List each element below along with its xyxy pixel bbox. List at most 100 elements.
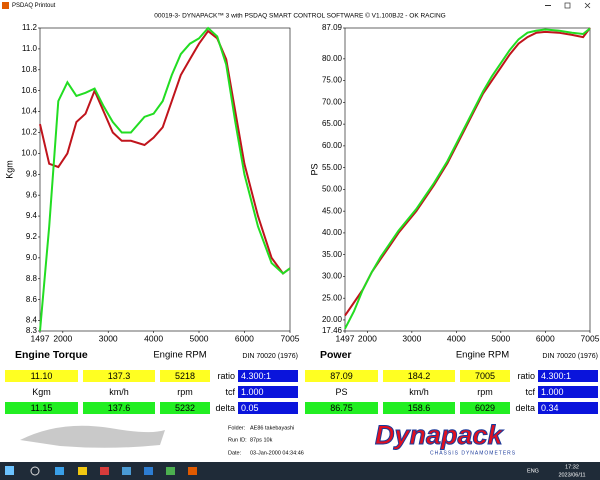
readout-peak: 184.2 — [408, 371, 431, 381]
chart-title: Engine Torque — [15, 349, 88, 361]
y-tick-label: 65.00 — [322, 119, 343, 128]
param-value: 0.05 — [241, 403, 259, 413]
param-box — [238, 402, 298, 414]
readout-peak: 7005 — [475, 371, 495, 381]
plot-area — [344, 27, 591, 332]
param-box — [538, 402, 598, 414]
taskbar-app[interactable] — [122, 467, 131, 475]
taskbar-app[interactable] — [55, 467, 64, 475]
y-tick-label: 9.2 — [26, 232, 38, 241]
readout-peak: 11.10 — [31, 371, 53, 381]
header: 00019-3- DYNAPACK™ 3 with PSDAQ SMART CO… — [154, 12, 445, 20]
footer-value: 03-Jan-2000 04:34:46 — [250, 450, 304, 456]
readout-cell — [160, 370, 210, 382]
search-button[interactable] — [30, 466, 40, 476]
readout-units: Kgm — [32, 387, 51, 397]
footer-value: 87ps 10k — [250, 437, 273, 443]
taskbar-app[interactable] — [166, 467, 175, 475]
taskbar-date[interactable]: 2023/06/11 — [558, 472, 585, 478]
taskbar-time[interactable]: 17:32 — [565, 464, 579, 470]
y-tick-label: 8.8 — [26, 274, 38, 283]
x-tick-label: 7005 — [581, 333, 600, 343]
y-tick-label: 75.00 — [322, 76, 343, 85]
y-tick-label: 9.6 — [26, 190, 38, 199]
y-tick-label: 30.00 — [322, 272, 343, 281]
y-tick-label: 11.2 — [22, 23, 38, 32]
plot-area — [39, 27, 291, 332]
close-button[interactable] — [584, 2, 591, 9]
series-line — [39, 26, 291, 332]
param-label: ratio — [517, 371, 535, 381]
x-tick-label: 1497 — [31, 333, 50, 343]
series-line — [39, 29, 291, 275]
taskbar-app[interactable] — [78, 467, 87, 475]
footer-label: Run ID: — [228, 437, 247, 443]
y-tick-label: 10.0 — [21, 148, 37, 157]
readout-cell — [5, 402, 78, 414]
param-value: 0.34 — [541, 403, 559, 413]
taskbar-lang[interactable]: ENG — [527, 468, 539, 474]
x-tick-label: 5000 — [190, 333, 209, 343]
ok-logo — [20, 425, 165, 448]
readout-cell — [305, 402, 378, 414]
chart-note: DIN 70020 (1976) — [542, 353, 598, 360]
y-tick-label: 20.00 — [322, 315, 343, 324]
param-box — [538, 370, 598, 382]
y-tick-label: 9.8 — [26, 169, 38, 178]
app-icon — [2, 2, 9, 9]
y-tick-label: 10.6 — [21, 86, 37, 95]
y-tick-label: 8.3 — [26, 326, 38, 335]
series-line — [344, 27, 591, 317]
y-tick-label: 10.4 — [21, 107, 37, 116]
x-tick-label: 4000 — [144, 333, 163, 343]
readout-current: 5232 — [175, 403, 195, 413]
y-tick-label: 11.0 — [22, 44, 38, 53]
start-button[interactable] — [5, 466, 14, 475]
readout-cell — [305, 370, 378, 382]
param-value: 4.300:1 — [241, 371, 271, 381]
y-tick-label: 17.46 — [322, 326, 343, 335]
footer-value: AE86 takebayashi — [250, 425, 294, 431]
x-tick-label: 2000 — [53, 333, 72, 343]
y-tick-label: 55.00 — [322, 163, 343, 172]
taskbar-app[interactable] — [144, 467, 153, 475]
brand-logo: Dynapack — [375, 420, 505, 450]
readout-current: 6029 — [475, 403, 495, 413]
y-axis-label: Kgm — [4, 160, 14, 179]
readout-cell — [83, 370, 155, 382]
y-tick-label: 10.2 — [21, 128, 37, 137]
readout-units: PS — [335, 387, 347, 397]
readout-cell — [460, 370, 510, 382]
y-tick-label: 50.00 — [322, 185, 343, 194]
taskbar-app[interactable] — [100, 467, 109, 475]
x-tick-label: 5000 — [491, 333, 510, 343]
footer-label: Folder: — [228, 425, 246, 431]
readout-units: km/h — [109, 387, 129, 397]
readout-peak: 87.09 — [330, 371, 353, 381]
readout-units: rpm — [177, 387, 193, 397]
brand-sub: CHASSIS DYNAMOMETERS — [430, 450, 516, 456]
window-title: PSDAQ Printout — [12, 3, 56, 9]
readout-current: 11.15 — [31, 403, 53, 413]
taskbar-app[interactable] — [188, 467, 197, 475]
x-axis-label: Engine RPM — [456, 350, 509, 361]
param-box — [238, 386, 298, 398]
readout-current: 137.6 — [108, 403, 131, 413]
footer-label: Date: — [228, 450, 242, 456]
param-label: delta — [215, 403, 235, 413]
series-line — [344, 27, 591, 330]
y-tick-label: 25.00 — [322, 293, 343, 302]
maximize-button[interactable] — [564, 2, 571, 9]
chart-note: DIN 70020 (1976) — [242, 353, 298, 360]
x-tick-label: 7005 — [281, 333, 300, 343]
param-value: 4.300:1 — [541, 371, 571, 381]
param-box — [238, 370, 298, 382]
x-tick-label: 6000 — [235, 333, 254, 343]
y-tick-label: 80.00 — [322, 54, 343, 63]
y-tick-label: 10.8 — [21, 65, 37, 74]
x-tick-label: 3000 — [402, 333, 421, 343]
readout-peak: 5218 — [175, 371, 195, 381]
readout-cell — [83, 402, 155, 414]
x-tick-label: 1497 — [336, 333, 355, 343]
